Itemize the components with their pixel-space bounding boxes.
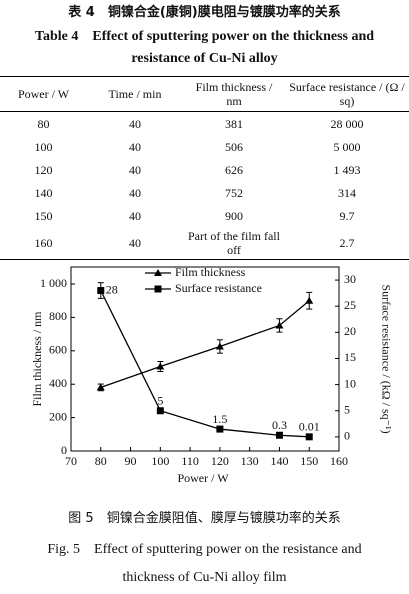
y-tick-label: 800 [49,309,67,323]
table-cell: 40 [129,162,141,177]
table-cell: 160 [34,236,53,250]
data-table: Power / W Time / min Film thickness / nm Su… [0,76,409,260]
marker [275,431,283,439]
table-cell: 5 000 [333,139,361,154]
table-cell: 120 [34,162,53,177]
marker [156,362,165,370]
marker [154,269,162,276]
table-cell: 100 [34,139,53,154]
y2-tick-label: 10 [344,376,356,390]
table-cell: 150 [34,208,53,223]
x-tick-label: 80 [95,454,107,468]
series-line [100,290,310,438]
table-row: 150 40 900 9.7 [0,204,409,227]
chart: Power / W Film thickness / nm Surface re… [30,265,394,485]
header-cell: Time / min [108,87,162,101]
figure-caption-en: Fig. 5 Effect of sputtering power on the… [47,542,362,585]
y-axis-label: Film thickness / nm [30,311,44,407]
table-row: 80 40 381 28 000 [0,112,409,136]
x-tick-label: 100 [151,454,169,468]
table-row: 140 40 752 314 [0,181,409,204]
table-cell: 140 [34,185,53,200]
table-cell: 80 [37,116,50,131]
table-cell: 626 [225,162,243,177]
legend-label: Surface resistance [175,281,262,295]
marker [305,433,313,441]
table-row: 100 40 506 5 000 [0,135,409,158]
table-row: 120 40 626 1 493 [0,158,409,181]
y-tick-label: 0 [61,443,67,457]
table-cell: 40 [129,139,141,154]
table-cell: 506 [225,139,243,154]
series-line [100,300,310,388]
marker [216,425,224,433]
table-caption-cn: 表 4 铜镍合金(康铜)膜电阻与镀膜功率的关系 [68,5,341,20]
x-axis-label: Power / W [177,471,229,485]
table-body: 80 40 381 28 000 100 40 506 5 000 120 40 626 1 493 1… [0,112,409,260]
table-cell: 40 [129,208,141,223]
x-tick-label: 130 [241,454,259,468]
y2-tick-label: 20 [344,324,356,338]
marker [97,287,105,295]
marker [305,296,314,304]
x-tick-label: 120 [211,454,229,468]
x-tick-label: 140 [270,454,288,468]
header-cell: Surface resistance / (Ω / sq) [289,80,405,108]
data-label: 1.5 [212,412,227,426]
data-label: 0.3 [272,418,287,432]
table-cell: 28 000 [330,116,364,131]
marker [156,407,164,415]
x-tick-label: 90 [125,454,137,468]
table-cell: 9.7 [339,208,355,223]
y2-tick-label: 0 [344,429,350,443]
figure-caption-cn: 图 5 铜镍合金膜阻值、膜厚与镀膜功率的关系 [68,511,341,526]
header-cell: Power / W [17,87,70,101]
marker [275,321,284,329]
marker [96,383,105,391]
table-cell: 314 [338,185,356,200]
header-row: Power / W Time / min Film thickness / nm Su… [0,76,409,112]
y2-tick-label: 30 [344,272,356,286]
table-cell: Part of the film fall off [188,229,280,257]
table-caption-en: Table 4 Effect of sputtering power on th… [34,29,375,66]
table-cell: 40 [129,236,141,250]
marker [154,285,162,293]
y-tick-label: 1 000 [40,276,67,290]
y2-tick-label: 15 [344,350,356,364]
y-tick-label: 400 [49,376,67,390]
x-tick-label: 110 [181,454,199,468]
data-label: 28 [106,282,118,296]
y-tick-label: 200 [49,409,67,423]
table-cell: 752 [225,185,243,200]
y-tick-label: 600 [49,343,67,357]
data-label: 0.01 [299,420,320,434]
y2-tick-label: 5 [344,403,350,417]
table-cell: 40 [129,185,141,200]
y2-axis-label: Surface resistance / (kΩ / sq⁻¹) [379,284,393,433]
x-tick-label: 70 [65,454,77,468]
marker [215,342,224,350]
y2-tick-label: 25 [344,298,356,312]
table-cell: 900 [225,208,243,223]
table-row: 160 40 Part of the film fall off 2.7 [0,227,409,260]
table-cell: 1 493 [333,162,361,177]
data-label: 5 [157,394,163,408]
table-cell: 2.7 [339,236,355,250]
x-tick-label: 150 [300,454,318,468]
table-cell: 40 [129,116,141,131]
plot-frame [70,266,340,452]
header-cell: Film thickness / nm [195,80,273,108]
legend-label: Film thickness [175,265,246,279]
table-cell: 381 [225,116,243,131]
x-tick-label: 160 [330,454,348,468]
